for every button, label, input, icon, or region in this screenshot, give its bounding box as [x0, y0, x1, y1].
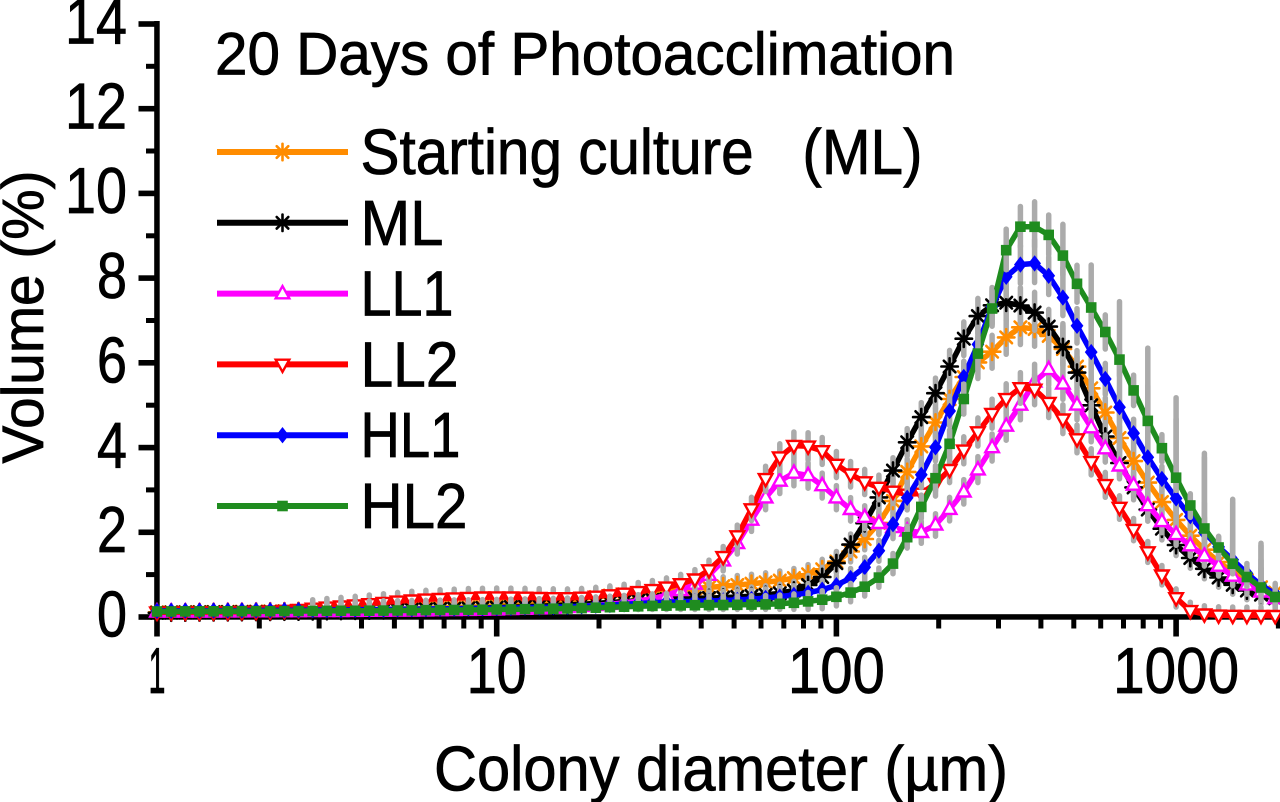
svg-text:1000: 1000: [1113, 634, 1239, 707]
svg-text:Starting culture (ML): Starting culture (ML): [361, 116, 923, 188]
svg-text:HL2: HL2: [361, 470, 468, 542]
svg-text:4: 4: [97, 408, 127, 481]
svg-text:20 Days of Photoacclimation: 20 Days of Photoacclimation: [215, 21, 955, 88]
svg-text:2: 2: [97, 493, 127, 566]
svg-text:LL1: LL1: [361, 258, 454, 330]
svg-text:ML: ML: [361, 187, 444, 259]
svg-text:12: 12: [65, 69, 127, 142]
svg-text:100: 100: [788, 634, 885, 707]
svg-text:LL2: LL2: [361, 328, 459, 400]
svg-text:10: 10: [65, 154, 127, 227]
svg-text:HL1: HL1: [361, 399, 461, 471]
svg-text:0: 0: [97, 578, 127, 651]
svg-text:10: 10: [467, 634, 527, 707]
svg-text:Colony diameter (µm): Colony diameter (µm): [434, 735, 1008, 802]
svg-text:1: 1: [149, 634, 166, 707]
svg-text:6: 6: [97, 324, 127, 397]
svg-text:Volume (%): Volume (%): [0, 171, 56, 464]
svg-text:8: 8: [97, 239, 127, 312]
svg-text:14: 14: [65, 0, 127, 58]
